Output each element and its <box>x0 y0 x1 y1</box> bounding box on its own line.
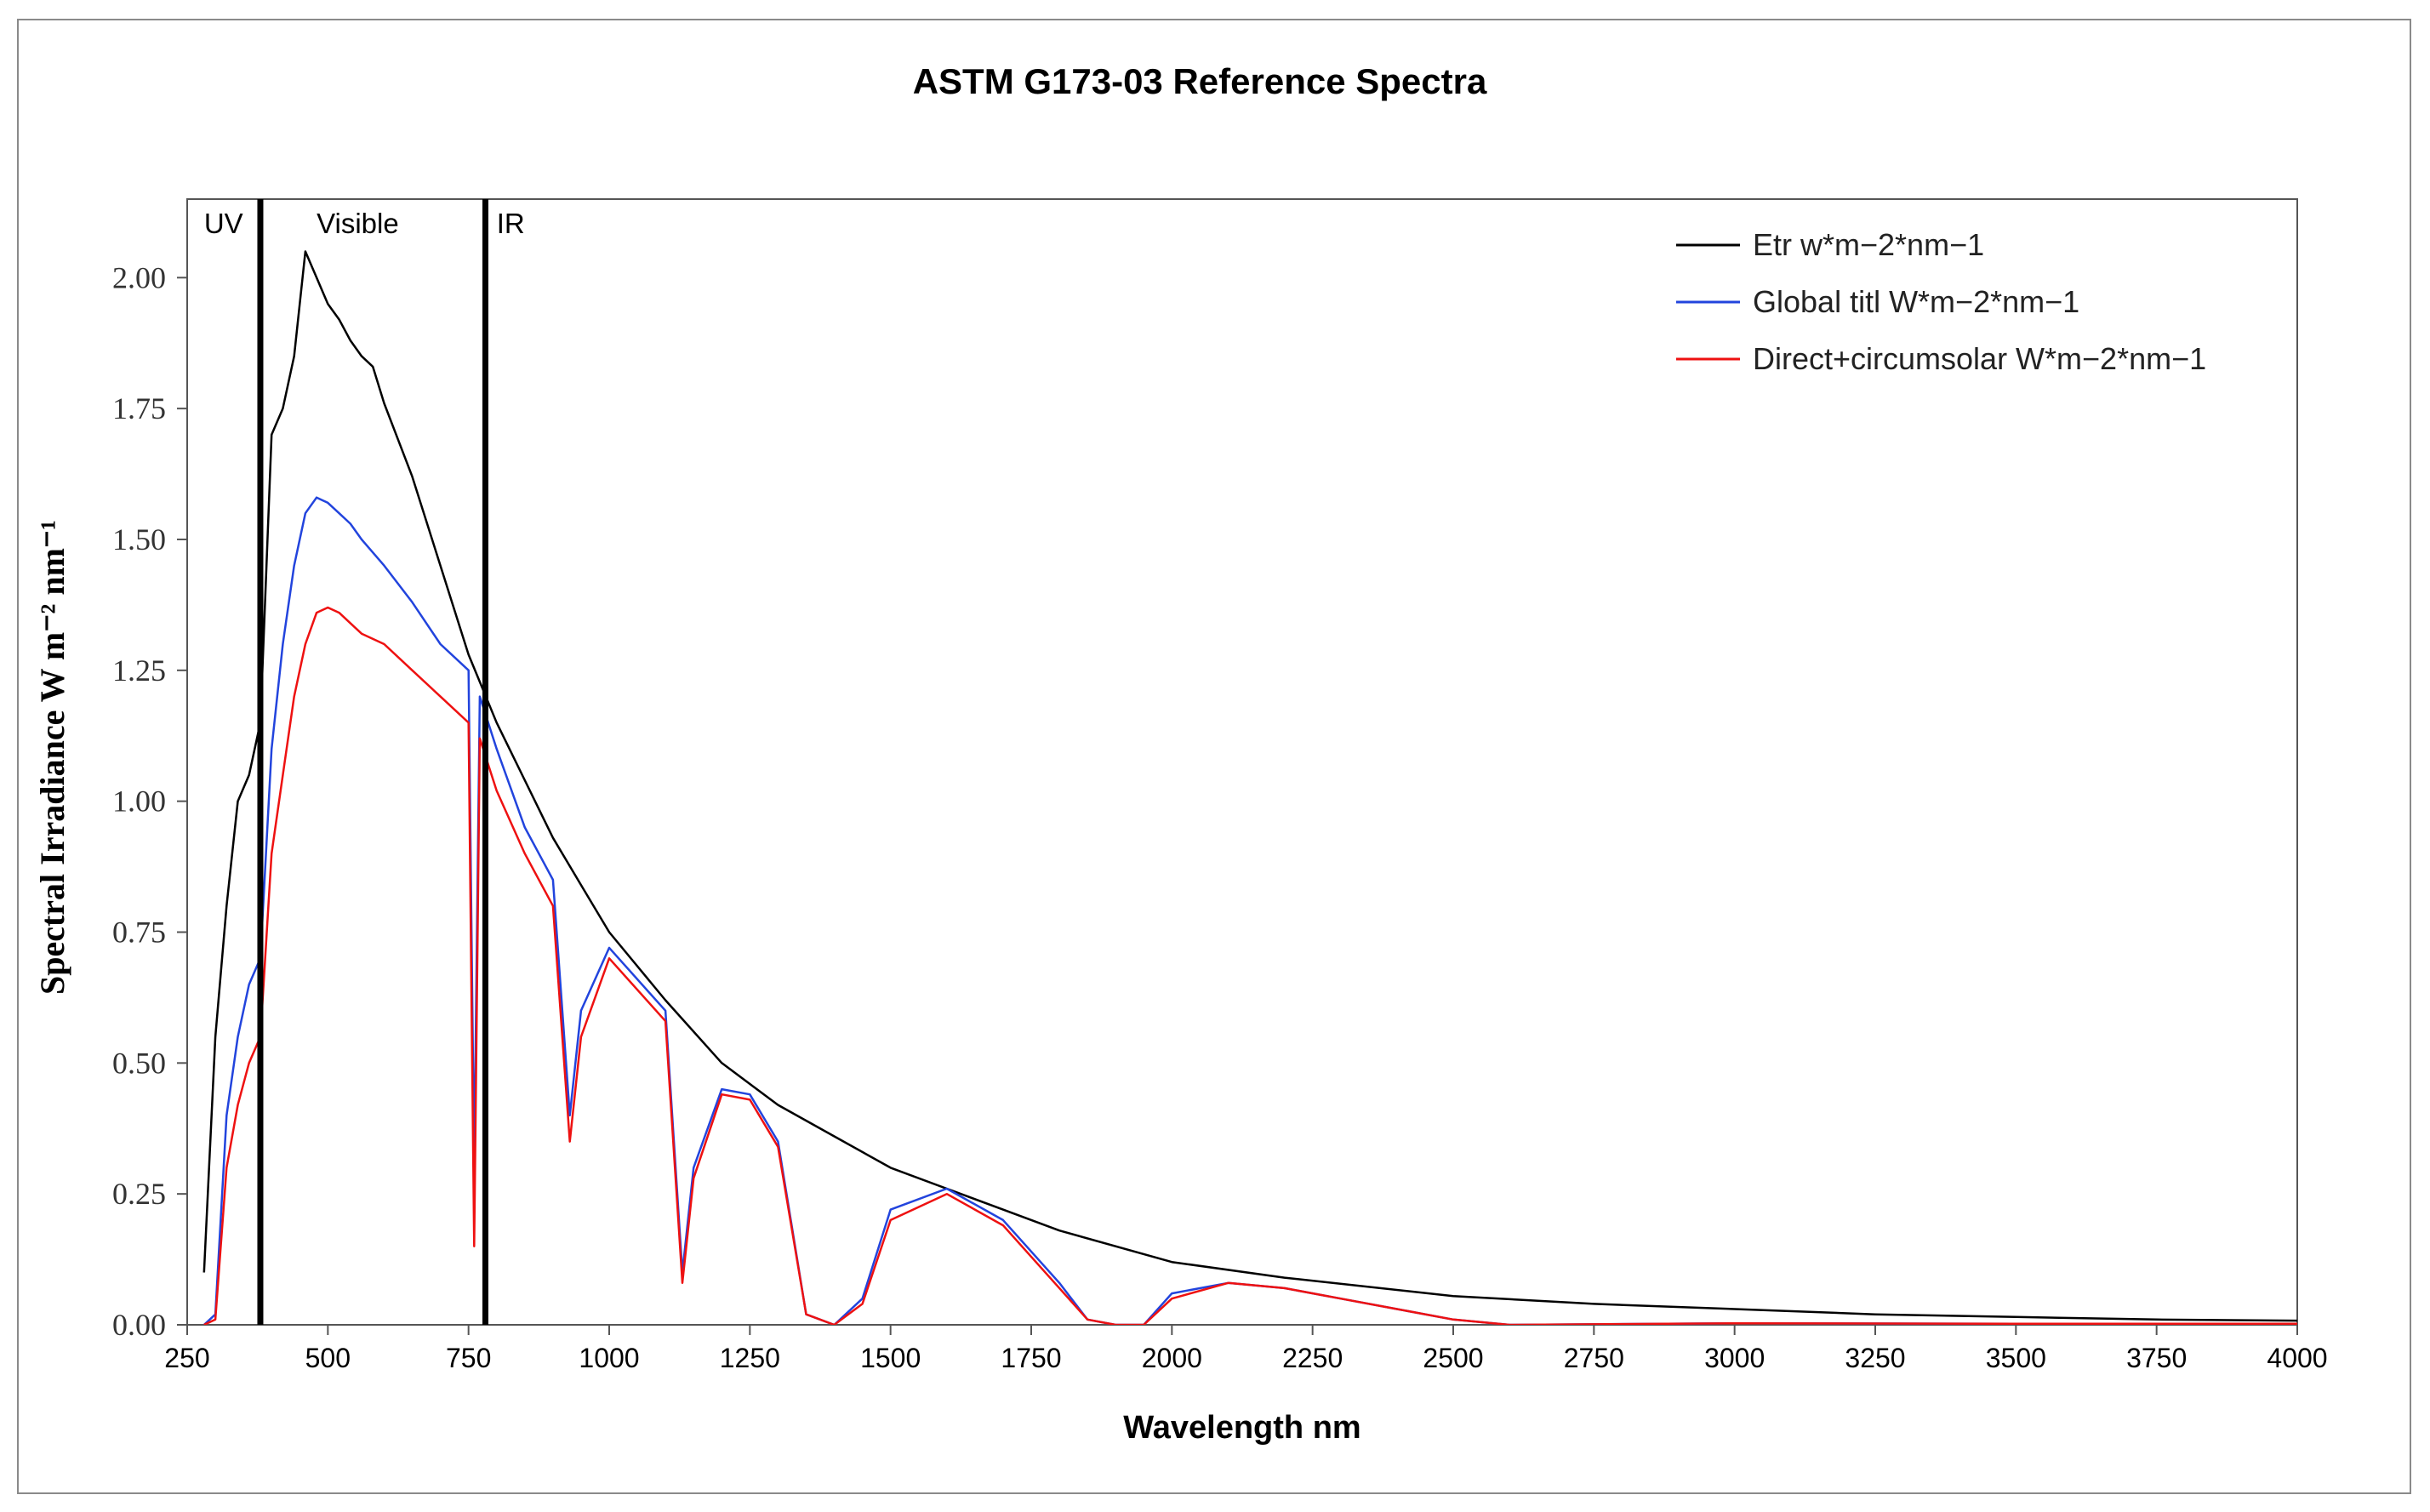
ytick-label-5: 1.25 <box>112 653 166 688</box>
ytick-label-2: 0.50 <box>112 1046 166 1080</box>
series-line-1 <box>202 496 2297 1325</box>
ytick-label-1: 0.25 <box>112 1177 166 1211</box>
series-line-2 <box>203 606 2297 1325</box>
ytick-label-6: 1.50 <box>112 522 166 556</box>
legend: Etr w*m−2*nm−1 Global titl W*m−2*nm−1 Dire… <box>1676 227 2206 376</box>
region-label-2: IR <box>497 208 525 239</box>
series-line-0 <box>202 250 2297 1322</box>
xtick-label-3: 1000 <box>579 1343 639 1373</box>
y-axis-title: Spectral Irradiance W m⁻² nm⁻¹ <box>33 520 71 995</box>
xtick-label-9: 2500 <box>1423 1343 1483 1373</box>
xtick-label-15: 4000 <box>2267 1343 2327 1373</box>
xtick-label-0: 250 <box>164 1343 209 1373</box>
legend-label-1: Global titl W*m−2*nm−1 <box>1753 284 2079 319</box>
x-axis: 250 500 750 1000 1250 1500 1750 2000 2250 2500 275… <box>164 1325 2328 1373</box>
region-labels: UV Visible IR <box>204 208 525 239</box>
series-layer <box>202 250 2297 1325</box>
region-label-1: Visible <box>317 208 399 239</box>
ytick-label-4: 1.00 <box>112 785 166 819</box>
y-axis: 0.00 0.25 0.50 0.75 1.00 1.25 1.50 1.75 2.00 <box>112 260 187 1342</box>
chart-title: ASTM G173-03 Reference Spectra <box>913 61 1487 101</box>
xtick-label-11: 3000 <box>1704 1343 1765 1373</box>
ytick-label-8: 2.00 <box>112 260 166 294</box>
legend-label-2: Direct+circumsolar W*m−2*nm−1 <box>1753 341 2206 376</box>
xtick-label-7: 2000 <box>1142 1343 1202 1373</box>
legend-label-0: Etr w*m−2*nm−1 <box>1753 227 1984 262</box>
xtick-label-8: 2250 <box>1282 1343 1343 1373</box>
xtick-label-12: 3250 <box>1845 1343 1905 1373</box>
ytick-label-3: 0.75 <box>112 915 166 949</box>
ytick-label-0: 0.00 <box>112 1308 166 1342</box>
x-axis-title: Wavelength nm <box>1123 1410 1360 1446</box>
xtick-label-10: 2750 <box>1564 1343 1624 1373</box>
xtick-label-14: 3750 <box>2126 1343 2187 1373</box>
plot-area <box>186 198 2298 1326</box>
xtick-label-2: 750 <box>446 1343 491 1373</box>
ytick-label-7: 1.75 <box>112 391 166 425</box>
xtick-label-5: 1500 <box>860 1343 921 1373</box>
region-label-0: UV <box>204 208 243 239</box>
xtick-label-1: 500 <box>305 1343 351 1373</box>
xtick-label-4: 1250 <box>720 1343 780 1373</box>
region-dividers <box>257 199 489 1325</box>
xtick-label-6: 1750 <box>1001 1343 1061 1373</box>
xtick-label-13: 3500 <box>1986 1343 2046 1373</box>
